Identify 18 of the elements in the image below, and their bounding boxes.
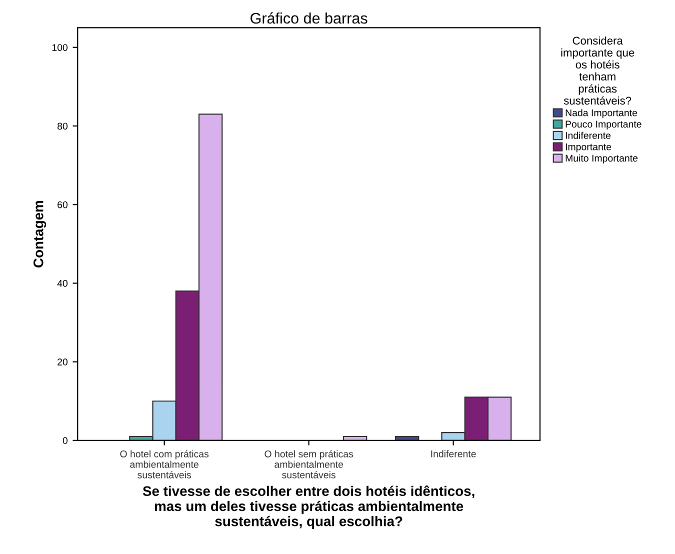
y-tick-label: 100 (52, 44, 68, 51)
legend-label: Pouco Importante (566, 120, 642, 130)
y-tick-label: 0 (62, 437, 68, 444)
legend-label: Muito Importante (566, 154, 638, 164)
legend-label: Indiferente (566, 132, 611, 139)
y-tick-label: 80 (58, 122, 68, 130)
legend-label: Importante (566, 144, 612, 152)
x-tick-label: O hotel sem práticas ambientalmente sustentáveis (264, 450, 354, 478)
y-tick-label: 40 (57, 280, 68, 287)
legend-label: Nada Importante (566, 109, 638, 118)
chart-title: Gráfico de barras (250, 12, 368, 24)
x-tick-label: O hotel com práticas ambientalmente sustentáveis (120, 450, 209, 478)
x-tick-label: Indiferente (431, 450, 476, 458)
y-tick-label: 60 (58, 201, 68, 208)
x-axis-title: Se tivesse de escolher entre dois hotéis idênticos, mas um deles tivesse práticas ambientalmente sustentáveis, qual escolhia? (142, 486, 474, 529)
y-tick-label: 20 (58, 358, 68, 366)
legend-title: Considera importante que os hotéis tenham práticas sustentáveis? (561, 36, 634, 105)
y-axis-title: Contagem (33, 200, 46, 268)
